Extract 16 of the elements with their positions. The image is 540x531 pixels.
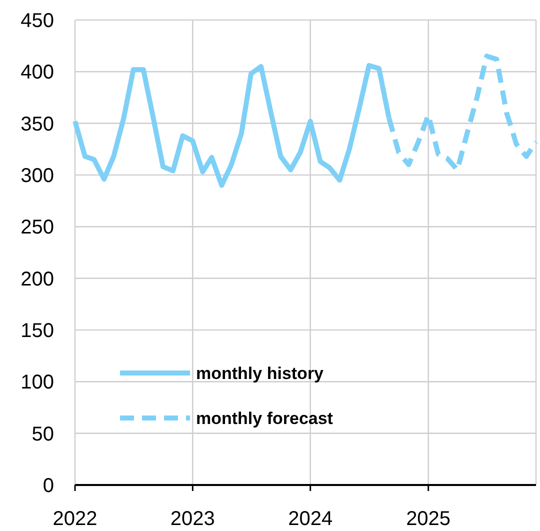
y-tick-label: 300	[20, 165, 54, 187]
y-tick-label: 400	[20, 62, 54, 84]
y-tick-label: 150	[20, 320, 54, 342]
y-tick-label: 0	[42, 475, 54, 497]
x-tick-label: 2022	[52, 508, 98, 530]
y-tick-label: 250	[20, 216, 54, 239]
x-tick-label: 2023	[170, 508, 215, 530]
y-tick-label: 50	[32, 423, 54, 446]
y-tick-label: 450	[20, 10, 54, 32]
x-tick-label: 2024	[288, 508, 333, 530]
legend-label: monthly history	[196, 364, 324, 383]
y-tick-label: 350	[20, 113, 54, 136]
x-tick-label: 2025	[406, 508, 451, 530]
y-tick-label: 200	[20, 268, 54, 290]
legend-label: monthly forecast	[196, 409, 334, 428]
y-tick-label: 100	[20, 372, 54, 394]
